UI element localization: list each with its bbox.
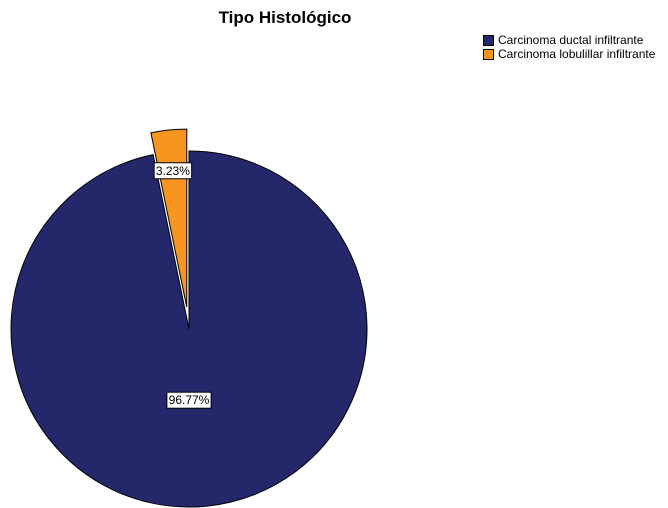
- slice-label-text: 3.23%: [156, 164, 190, 178]
- slice-label: 96.77%: [166, 391, 212, 409]
- slice-label: 3.23%: [153, 162, 193, 180]
- slice-label-text: 96.77%: [169, 393, 210, 407]
- legend-label: Carcinoma lobulillar infiltrante: [498, 47, 656, 61]
- slice-label-box: [166, 391, 212, 409]
- legend-swatch: [483, 49, 494, 60]
- legend-item: Carcinoma lobulillar infiltrante: [483, 48, 668, 60]
- slice-label-box: [153, 162, 193, 180]
- chart-title: Tipo Histológico: [218, 8, 352, 27]
- pie-slice: [10, 150, 368, 508]
- legend-swatch: [483, 35, 494, 46]
- legend-label: Carcinoma ductal infiltrante: [498, 33, 644, 47]
- legend: Carcinoma ductal infiltrante Carcinoma l…: [483, 34, 668, 62]
- legend-item: Carcinoma ductal infiltrante: [483, 34, 668, 46]
